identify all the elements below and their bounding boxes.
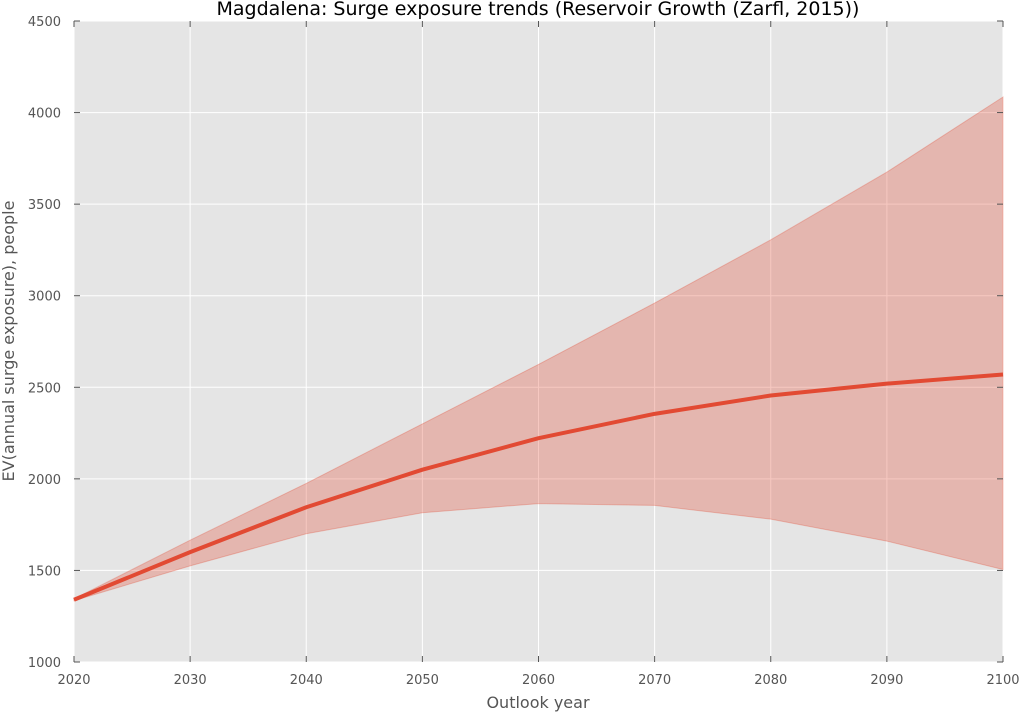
x-tick-label: 2050 <box>406 673 439 688</box>
y-tick-label: 4500 <box>28 15 61 30</box>
y-tick-label: 3000 <box>28 290 61 305</box>
x-tick-label: 2030 <box>174 673 207 688</box>
y-tick-label: 1000 <box>28 656 61 671</box>
tick-labels: 2020 2030 2040 2050 2060 2070 2080 2090 2100 1000… <box>28 15 1020 688</box>
y-tick-label: 1500 <box>28 564 61 579</box>
x-tick-label: 2060 <box>522 673 555 688</box>
uncertainty-band <box>73 96 1004 602</box>
y-tick-label: 2000 <box>28 473 61 488</box>
x-tick-label: 2080 <box>754 673 787 688</box>
y-axis-label: EV(annual surge exposure), people <box>0 201 18 482</box>
x-tick-label: 2100 <box>986 673 1019 688</box>
y-tick-label: 4000 <box>28 107 61 122</box>
series-line-group <box>73 372 1004 602</box>
y-tick-label: 3500 <box>28 198 61 213</box>
chart-title: Magdalena: Surge exposure trends (Reserv… <box>217 0 860 20</box>
x-tick-label: 2040 <box>290 673 323 688</box>
x-tick-label: 2090 <box>870 673 903 688</box>
x-tick-label: 2020 <box>57 673 90 688</box>
y-tick-label: 2500 <box>28 381 61 396</box>
uncertainty-band-group <box>73 96 1004 602</box>
x-axis-label: Outlook year <box>486 693 590 712</box>
x-tick-label: 2070 <box>638 673 671 688</box>
